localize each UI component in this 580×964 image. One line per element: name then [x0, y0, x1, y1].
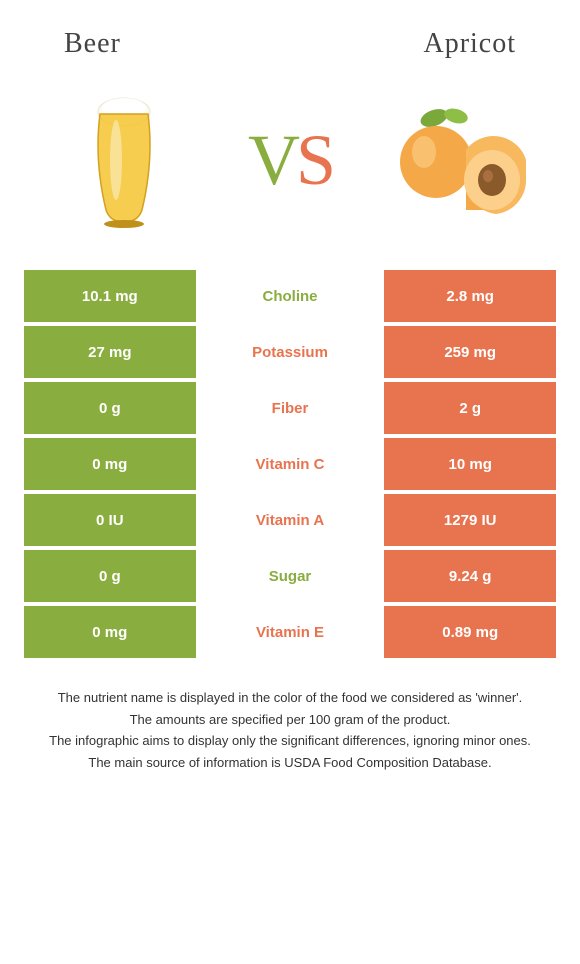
- nutrient-label: Vitamin C: [196, 438, 385, 490]
- vs-v: V: [248, 120, 296, 200]
- table-row: 0 mg Vitamin C 10 mg: [24, 438, 556, 490]
- nutrient-label: Potassium: [196, 326, 385, 378]
- right-title: Apricot: [423, 28, 516, 60]
- footer-notes: The nutrient name is displayed in the co…: [24, 678, 556, 784]
- nutrient-label: Vitamin E: [196, 606, 385, 658]
- hero-row: VS: [24, 70, 556, 260]
- footer-line: The amounts are specified per 100 gram o…: [44, 710, 536, 730]
- right-value: 259 mg: [384, 326, 556, 378]
- nutrient-label: Vitamin A: [196, 494, 385, 546]
- apricot-image: [386, 80, 526, 240]
- right-value: 9.24 g: [384, 550, 556, 602]
- left-value: 10.1 mg: [24, 270, 196, 322]
- nutrient-label: Sugar: [196, 550, 385, 602]
- beer-image: [54, 80, 194, 240]
- nutrient-table: 10.1 mg Choline 2.8 mg 27 mg Potassium 2…: [24, 270, 556, 658]
- nutrient-label: Fiber: [196, 382, 385, 434]
- right-value: 0.89 mg: [384, 606, 556, 658]
- right-value: 1279 IU: [384, 494, 556, 546]
- left-value: 0 mg: [24, 606, 196, 658]
- left-value: 0 mg: [24, 438, 196, 490]
- right-value: 10 mg: [384, 438, 556, 490]
- table-row: 0 g Fiber 2 g: [24, 382, 556, 434]
- table-row: 0 IU Vitamin A 1279 IU: [24, 494, 556, 546]
- left-value: 0 g: [24, 382, 196, 434]
- nutrient-label: Choline: [196, 270, 385, 322]
- table-row: 10.1 mg Choline 2.8 mg: [24, 270, 556, 322]
- left-value: 0 g: [24, 550, 196, 602]
- left-value: 0 IU: [24, 494, 196, 546]
- footer-line: The nutrient name is displayed in the co…: [44, 688, 536, 708]
- right-value: 2 g: [384, 382, 556, 434]
- footer-line: The main source of information is USDA F…: [44, 753, 536, 773]
- footer-line: The infographic aims to display only the…: [44, 731, 536, 751]
- left-value: 27 mg: [24, 326, 196, 378]
- vs-s: S: [296, 120, 332, 200]
- right-value: 2.8 mg: [384, 270, 556, 322]
- header-row: Beer Apricot: [24, 20, 556, 70]
- left-title: Beer: [64, 28, 121, 60]
- table-row: 0 g Sugar 9.24 g: [24, 550, 556, 602]
- table-row: 27 mg Potassium 259 mg: [24, 326, 556, 378]
- vs-label: VS: [248, 119, 332, 202]
- table-row: 0 mg Vitamin E 0.89 mg: [24, 606, 556, 658]
